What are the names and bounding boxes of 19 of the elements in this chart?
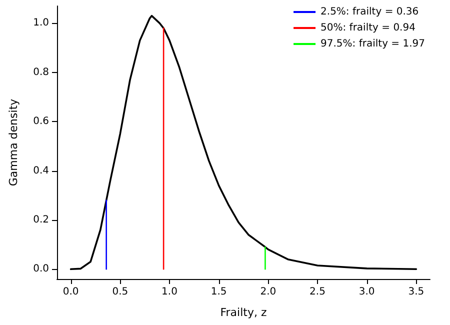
x-tick-label: 3.0: [358, 286, 375, 298]
x-axis-title: Frailty, z: [220, 306, 267, 319]
y-tick-label: 0.6: [33, 116, 49, 128]
y-tick-label: 0.2: [33, 214, 49, 226]
x-tick-label: 2.0: [260, 286, 276, 298]
x-tick-label: 1.5: [210, 286, 227, 298]
y-tick-label: 1.0: [33, 18, 49, 29]
y-tick-label: 0.4: [33, 165, 49, 176]
x-tick-label: 0.5: [112, 286, 128, 298]
legend-label: 2.5%: frailty = 0.36: [320, 6, 419, 18]
x-tick-label: 2.5: [310, 286, 326, 298]
x-tick-label: 1.0: [162, 286, 178, 298]
y-tick-label: 0.8: [33, 66, 49, 78]
x-tick-label: 0.0: [62, 286, 79, 298]
y-axis-title: Gamma density: [7, 98, 20, 186]
legend-label: 50%: frailty = 0.94: [320, 22, 416, 34]
x-tick-label: 3.5: [408, 286, 424, 298]
legend-label: 97.5%: frailty = 1.97: [320, 38, 426, 50]
y-tick-label: 0.0: [33, 264, 49, 275]
